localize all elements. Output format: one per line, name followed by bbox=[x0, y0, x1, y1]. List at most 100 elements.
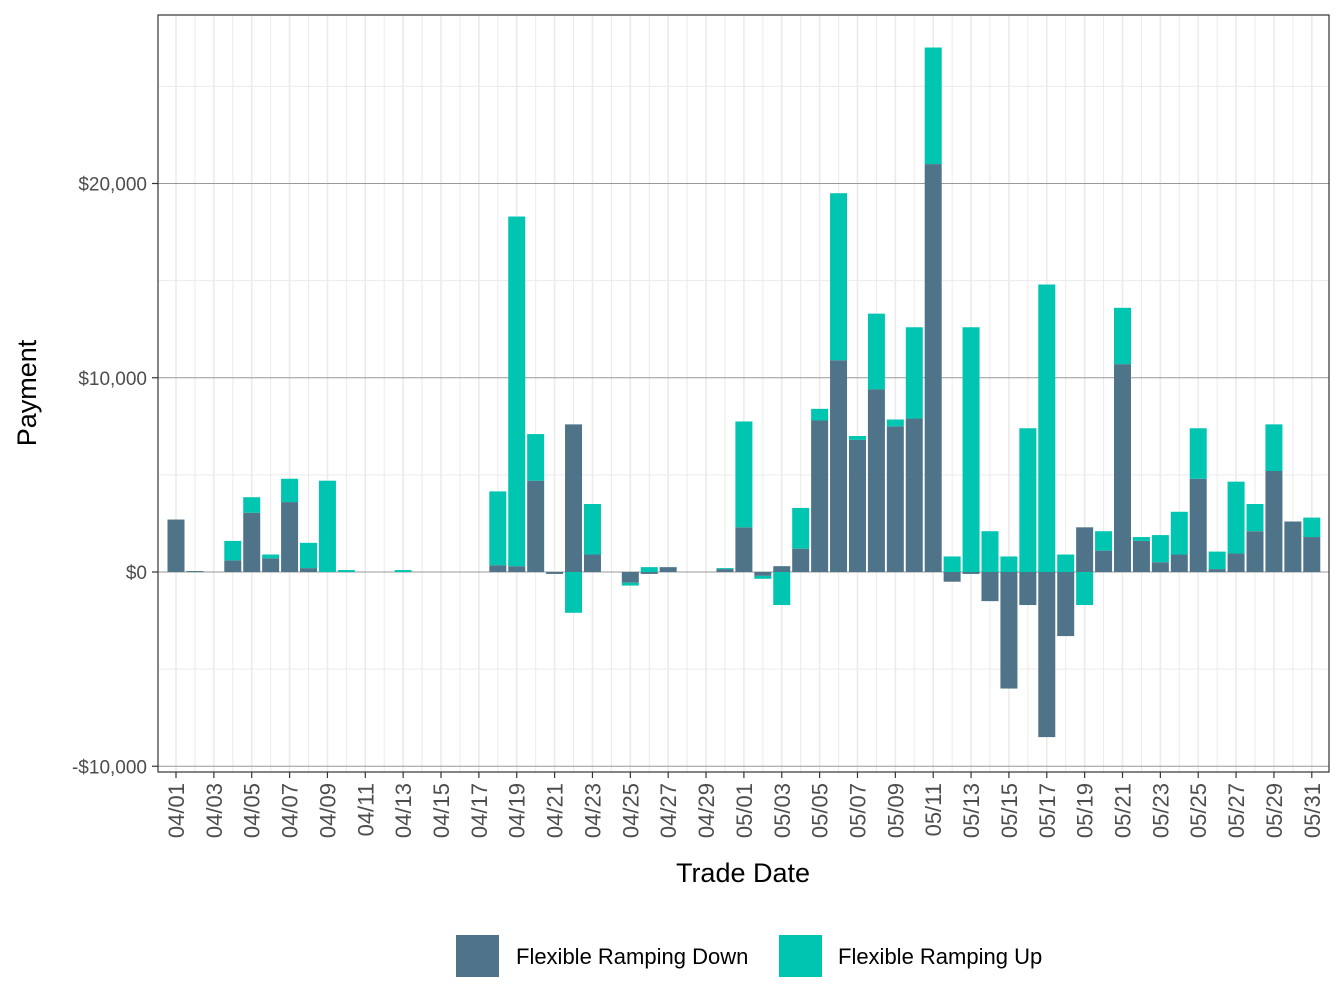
bar-flex-ramp-down bbox=[300, 568, 318, 572]
bar-flex-ramp-up bbox=[489, 491, 507, 566]
bar-flex-ramp-down bbox=[1132, 540, 1150, 572]
bar-flex-ramp-down bbox=[1019, 572, 1037, 606]
x-tick-label: 05/31 bbox=[1300, 783, 1325, 838]
bar-flex-ramp-down bbox=[583, 554, 601, 572]
bar-flex-ramp-up bbox=[735, 421, 753, 528]
bar-flex-ramp-down bbox=[962, 572, 980, 574]
bar-flex-ramp-up bbox=[1132, 537, 1150, 541]
bar-flex-ramp-up bbox=[1227, 481, 1245, 554]
bar-flex-ramp-down bbox=[848, 439, 866, 572]
bar-flex-ramp-down bbox=[867, 389, 885, 572]
x-axis-title: Trade Date bbox=[676, 858, 810, 888]
bar-flex-ramp-up bbox=[621, 582, 639, 586]
x-tick-label: 04/11 bbox=[353, 783, 378, 836]
bar-flex-ramp-down bbox=[1000, 572, 1018, 689]
bar-flex-ramp-down bbox=[1076, 527, 1094, 572]
bar-flex-ramp-down bbox=[905, 418, 923, 572]
bar-flex-ramp-up bbox=[583, 504, 601, 555]
x-tick-label: 05/29 bbox=[1262, 783, 1287, 838]
bar-flex-ramp-down bbox=[1265, 470, 1283, 572]
bar-flex-ramp-up bbox=[773, 572, 791, 606]
bar-flex-ramp-up bbox=[318, 480, 336, 572]
bar-flex-ramp-up bbox=[1095, 531, 1113, 551]
bar-flex-ramp-down bbox=[1170, 554, 1188, 572]
bar-flex-ramp-down bbox=[621, 572, 639, 583]
bar-flex-ramp-down bbox=[1057, 572, 1075, 637]
x-tick-label: 04/19 bbox=[505, 783, 530, 838]
bar-flex-ramp-up bbox=[262, 554, 280, 559]
bar-flex-ramp-up bbox=[1057, 554, 1075, 572]
bar-flex-ramp-up bbox=[1208, 551, 1226, 570]
bar-flex-ramp-up bbox=[811, 408, 829, 421]
x-tick-label: 04/03 bbox=[202, 783, 227, 838]
bar-flex-ramp-up bbox=[337, 570, 355, 572]
bar-flex-ramp-down bbox=[1038, 572, 1056, 738]
bar-flex-ramp-down bbox=[981, 572, 999, 602]
bar-flex-ramp-up bbox=[1038, 284, 1056, 572]
bar-flex-ramp-up bbox=[1076, 572, 1094, 606]
bar-flex-ramp-down bbox=[1284, 521, 1302, 572]
bar-flex-ramp-up bbox=[243, 497, 261, 513]
bar-flex-ramp-up bbox=[224, 540, 242, 561]
bar-flex-ramp-down bbox=[565, 424, 583, 572]
bar-flex-ramp-up bbox=[1151, 535, 1169, 563]
bar-flex-ramp-down bbox=[830, 360, 848, 572]
bar-flex-ramp-down bbox=[1114, 364, 1131, 572]
y-tick-label: $10,000 bbox=[78, 369, 147, 390]
bar-flex-ramp-down bbox=[659, 567, 677, 572]
bar-flex-ramp-up bbox=[394, 570, 412, 572]
bar-flex-ramp-down bbox=[1095, 550, 1113, 572]
x-tick-label: 05/01 bbox=[732, 783, 757, 838]
bar-flex-ramp-down bbox=[262, 558, 280, 572]
bar-flex-ramp-up bbox=[754, 575, 772, 579]
bar-flex-ramp-down bbox=[224, 560, 242, 572]
bar-flex-ramp-down bbox=[735, 527, 753, 572]
legend-label-down: Flexible Ramping Down bbox=[516, 944, 748, 969]
bar-flex-ramp-down bbox=[243, 512, 261, 572]
bar-flex-ramp-up bbox=[527, 434, 545, 481]
x-tick-label: 05/13 bbox=[959, 783, 984, 838]
bar-flex-ramp-up bbox=[962, 327, 980, 572]
x-tick-label: 04/25 bbox=[618, 783, 643, 838]
bar-flex-ramp-up bbox=[716, 568, 734, 570]
x-tick-label: 05/09 bbox=[883, 783, 908, 838]
x-tick-label: 04/07 bbox=[278, 783, 303, 838]
bar-flex-ramp-up bbox=[1265, 424, 1283, 471]
x-tick-label: 04/15 bbox=[429, 783, 454, 838]
x-tick-label: 04/05 bbox=[240, 783, 265, 838]
x-tick-label: 04/17 bbox=[467, 783, 492, 838]
x-tick-label: 04/27 bbox=[656, 783, 681, 838]
bar-flex-ramp-up bbox=[905, 327, 923, 419]
bar-flex-ramp-up bbox=[848, 436, 866, 440]
bar-flex-ramp-down bbox=[716, 569, 734, 572]
x-tick-label: 04/13 bbox=[391, 783, 416, 838]
bar-flex-ramp-down bbox=[640, 572, 658, 574]
bar-flex-ramp-down bbox=[1227, 553, 1245, 572]
bar-flex-ramp-up bbox=[1246, 504, 1264, 532]
bar-flex-ramp-down bbox=[186, 571, 204, 572]
bar-flex-ramp-up bbox=[1000, 556, 1018, 572]
bar-flex-ramp-up bbox=[830, 193, 848, 361]
bar-flex-ramp-down bbox=[281, 502, 299, 572]
bar-flex-ramp-up bbox=[300, 542, 318, 569]
bar-flex-ramp-down bbox=[943, 572, 961, 582]
legend-swatch-up bbox=[779, 935, 822, 977]
bar-flex-ramp-up bbox=[943, 556, 961, 572]
bar-flex-ramp-up bbox=[924, 47, 942, 165]
bar-flex-ramp-down bbox=[1303, 537, 1321, 572]
x-tick-label: 04/09 bbox=[315, 783, 340, 838]
legend-swatch-down bbox=[456, 935, 499, 977]
bar-flex-ramp-up bbox=[1019, 428, 1037, 572]
bar-flex-ramp-up bbox=[1303, 517, 1321, 538]
x-tick-label: 05/05 bbox=[808, 783, 833, 838]
bar-flex-ramp-down bbox=[924, 164, 942, 572]
x-tick-label: 05/15 bbox=[997, 783, 1022, 838]
bar-flex-ramp-down bbox=[754, 572, 772, 576]
bar-flex-ramp-up bbox=[1114, 307, 1131, 365]
bar-flex-ramp-up bbox=[867, 313, 885, 390]
bar-flex-ramp-down bbox=[1208, 569, 1226, 572]
bar-flex-ramp-up bbox=[981, 531, 999, 572]
bar-flex-ramp-up bbox=[565, 572, 583, 613]
x-tick-label: 04/21 bbox=[543, 783, 568, 838]
bar-flex-ramp-up bbox=[640, 567, 658, 572]
